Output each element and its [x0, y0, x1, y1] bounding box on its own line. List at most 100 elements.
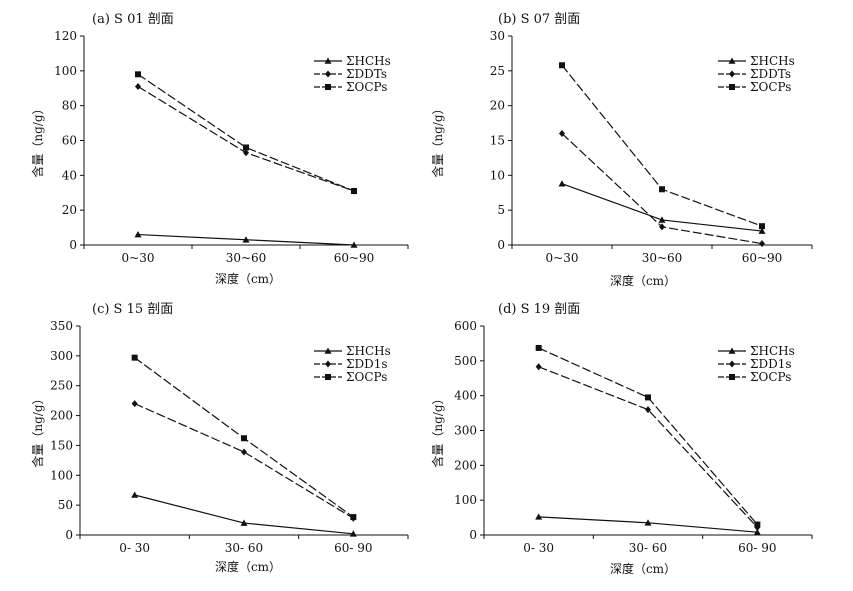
data-point-diamond	[645, 406, 651, 414]
panel-title: (b) S 07 剖面	[498, 12, 580, 27]
data-point-square	[241, 435, 247, 442]
y-tick-label: 5	[497, 203, 505, 217]
data-point-diamond	[241, 448, 247, 456]
legend-marker	[325, 70, 331, 78]
y-tick-label: 0	[65, 528, 73, 542]
legend-label: ΣHCHs	[750, 54, 795, 68]
series-line-triangle	[134, 494, 354, 535]
data-point-square	[559, 62, 565, 69]
series-line-diamond	[137, 85, 355, 192]
y-tick-label: 40	[62, 168, 77, 182]
data-point-square	[659, 186, 665, 193]
y-axis-label: 含量（ng/g）	[30, 102, 45, 177]
y-tick-label: 80	[62, 99, 77, 113]
y-tick-label: 500	[454, 354, 477, 368]
x-tick-label: 0~30	[122, 251, 155, 265]
y-tick-label: 0	[469, 528, 477, 542]
y-tick-label: 60	[62, 134, 77, 148]
y-tick-label: 0	[497, 238, 505, 252]
x-tick-label: 30~60	[642, 251, 683, 265]
series-line-diamond	[538, 366, 758, 528]
legend-marker	[324, 57, 332, 64]
data-point-square	[350, 514, 357, 521]
x-axis-label: 深度（cm）	[610, 561, 676, 576]
y-tick-label: 100	[54, 64, 77, 78]
y-tick-label: 20	[62, 203, 77, 217]
legend-label: ΣDDTs	[346, 67, 387, 81]
x-tick-label: 0- 30	[119, 541, 150, 555]
y-tick-label: 400	[454, 389, 477, 403]
legend-label: ΣOCPs	[750, 370, 791, 384]
y-tick-label: 20	[490, 99, 505, 113]
data-point-diamond	[759, 240, 765, 248]
legend-marker	[728, 347, 736, 354]
y-tick-label: 300	[50, 349, 73, 363]
x-tick-label: 30- 60	[629, 541, 667, 555]
data-point-triangle	[242, 236, 250, 243]
data-point-square	[535, 344, 542, 351]
data-point-diamond	[131, 400, 138, 408]
data-point-triangle	[558, 180, 566, 187]
y-tick-label: 10	[490, 168, 505, 182]
legend-marker	[728, 57, 736, 64]
data-point-square	[243, 144, 249, 151]
series-line-square	[137, 73, 355, 192]
data-point-diamond	[243, 149, 249, 157]
x-tick-label: 30~60	[226, 251, 267, 265]
x-tick-label: 60- 90	[334, 541, 372, 555]
y-axis-label: 含量（ng/g）	[430, 392, 445, 467]
y-tick-label: 300	[454, 424, 477, 438]
series-line-diamond	[134, 403, 354, 519]
legend-marker	[729, 84, 735, 90]
data-point-diamond	[535, 363, 542, 371]
chart-panel-a: 0 20 40 60 80 100 120 0~30 30~60 60~90 (a) S 01 剖面…	[30, 12, 409, 286]
data-point-square	[131, 354, 138, 361]
data-point-triangle	[131, 491, 139, 498]
data-point-square	[351, 188, 357, 195]
y-tick-label: 25	[490, 64, 505, 78]
chart-panel-c: 0 50 100 150 200 250 300 350 0- 30 30- 60 60- 90 (c…	[30, 302, 409, 574]
legend-label: ΣDD1s	[346, 357, 388, 371]
x-tick-label: 30- 60	[225, 541, 263, 555]
x-axis-label: 深度（cm）	[610, 273, 676, 288]
x-axis-label: 深度（cm）	[215, 271, 281, 286]
legend-label: ΣDD1s	[750, 357, 792, 371]
y-tick-label: 250	[50, 379, 73, 393]
data-point-diamond	[559, 130, 565, 138]
x-tick-label: 60~90	[334, 251, 375, 265]
data-point-square	[645, 394, 651, 401]
data-point-square	[754, 521, 761, 528]
chart-panel-b: 0 5 10 15 20 25 30 0~30 30~60 60~90 (b) S 07 剖面深度（…	[430, 12, 813, 288]
data-point-triangle	[658, 216, 666, 223]
y-axis-label: 含量（ng/g）	[30, 392, 45, 467]
y-tick-label: 30	[490, 29, 505, 43]
legend-label: ΣHCHs	[346, 344, 391, 358]
y-axis-label: 含量（ng/g）	[430, 102, 445, 177]
data-point-square	[759, 223, 765, 230]
data-point-triangle	[753, 528, 761, 536]
legend-marker	[325, 374, 331, 380]
legend-label: ΣOCPs	[346, 80, 387, 94]
y-tick-label: 600	[454, 319, 477, 333]
legend-marker	[325, 360, 331, 368]
legend-marker	[729, 374, 735, 380]
legend-label: ΣHCHs	[346, 54, 391, 68]
x-tick-label: 0~30	[546, 251, 579, 265]
legend-marker	[325, 84, 331, 90]
legend-marker	[729, 360, 735, 368]
data-point-diamond	[659, 223, 665, 231]
panel-title: (d) S 19 剖面	[498, 302, 580, 317]
data-point-diamond	[135, 83, 141, 91]
data-point-triangle	[535, 513, 543, 520]
y-tick-label: 350	[50, 319, 73, 333]
chart-panel-d: 0 100 200 300 400 500 600 0- 30 30- 60 60- 90 (d) …	[430, 302, 813, 576]
data-point-triangle	[758, 227, 766, 234]
panel-title: (c) S 15 剖面	[92, 302, 173, 317]
y-tick-label: 50	[58, 498, 73, 512]
y-tick-label: 100	[454, 493, 477, 507]
x-tick-label: 0- 30	[523, 541, 554, 555]
legend-label: ΣOCPs	[346, 370, 387, 384]
panel-title: (a) S 01 剖面	[92, 12, 174, 27]
